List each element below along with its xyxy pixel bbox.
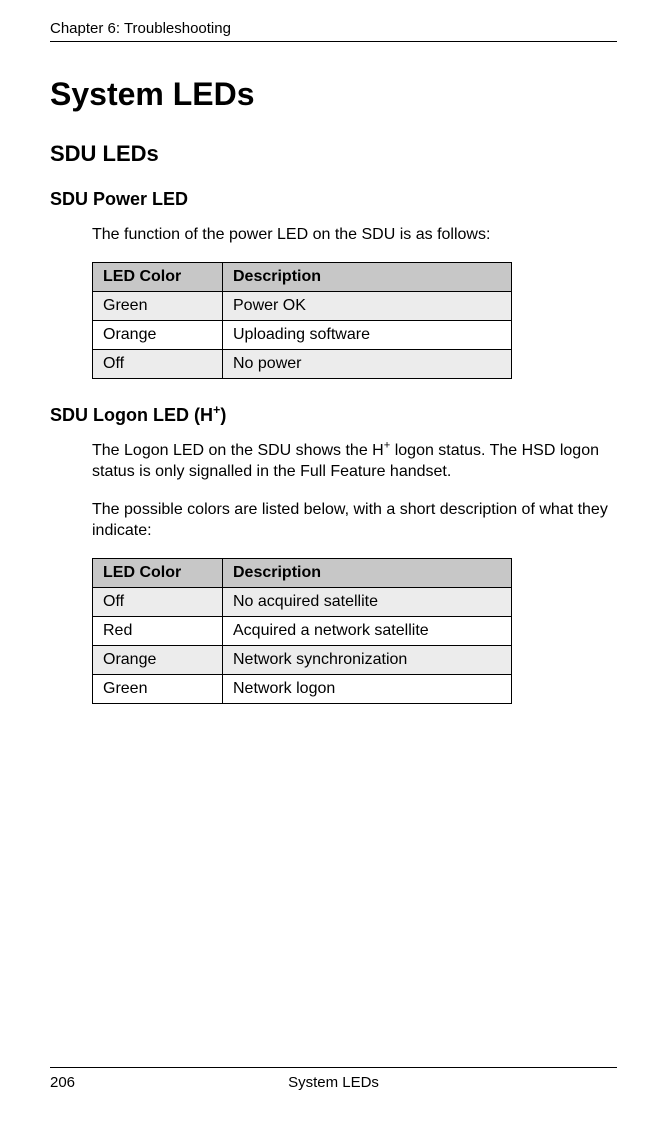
para-logon-intro-1: The Logon LED on the SDU shows the H+ lo… bbox=[92, 440, 617, 483]
table-row: Green Network logon bbox=[93, 674, 512, 703]
table-row: Off No power bbox=[93, 349, 512, 378]
cell-led-color: Red bbox=[93, 616, 223, 645]
table-header-row: LED Color Description bbox=[93, 262, 512, 291]
table-header-row: LED Color Description bbox=[93, 558, 512, 587]
page-footer: 206 System LEDs bbox=[50, 1067, 617, 1091]
heading-text-pre: SDU Logon LED (H bbox=[50, 405, 213, 425]
cell-description: Network synchronization bbox=[223, 645, 512, 674]
cell-description: Acquired a network satellite bbox=[223, 616, 512, 645]
para-power-intro: The function of the power LED on the SDU… bbox=[92, 224, 617, 246]
table-logon-led: LED Color Description Off No acquired sa… bbox=[92, 558, 512, 704]
table-row: Green Power OK bbox=[93, 291, 512, 320]
section-heading-sdu-leds: SDU LEDs bbox=[50, 141, 617, 167]
subheading-sdu-power-led: SDU Power LED bbox=[50, 189, 617, 210]
cell-led-color: Orange bbox=[93, 645, 223, 674]
cell-description: Power OK bbox=[223, 291, 512, 320]
heading-text-post: ) bbox=[220, 405, 226, 425]
subheading-sdu-logon-led: SDU Logon LED (H+) bbox=[50, 405, 617, 426]
page-title: System LEDs bbox=[50, 76, 617, 113]
para-logon-intro-2: The possible colors are listed below, wi… bbox=[92, 499, 617, 542]
table-row: Off No acquired satellite bbox=[93, 587, 512, 616]
para-text-pre: The Logon LED on the SDU shows the H bbox=[92, 442, 384, 459]
col-header-description: Description bbox=[223, 262, 512, 291]
cell-description: No power bbox=[223, 349, 512, 378]
table-row: Red Acquired a network satellite bbox=[93, 616, 512, 645]
cell-led-color: Off bbox=[93, 349, 223, 378]
running-header: Chapter 6: Troubleshooting bbox=[50, 20, 617, 42]
cell-description: Uploading software bbox=[223, 320, 512, 349]
cell-led-color: Orange bbox=[93, 320, 223, 349]
col-header-description: Description bbox=[223, 558, 512, 587]
table-row: Orange Network synchronization bbox=[93, 645, 512, 674]
table-power-led: LED Color Description Green Power OK Ora… bbox=[92, 262, 512, 379]
col-header-led-color: LED Color bbox=[93, 558, 223, 587]
cell-led-color: Green bbox=[93, 291, 223, 320]
cell-led-color: Off bbox=[93, 587, 223, 616]
cell-description: Network logon bbox=[223, 674, 512, 703]
col-header-led-color: LED Color bbox=[93, 262, 223, 291]
table-row: Orange Uploading software bbox=[93, 320, 512, 349]
cell-led-color: Green bbox=[93, 674, 223, 703]
footer-section-title: System LEDs bbox=[50, 1074, 617, 1091]
cell-description: No acquired satellite bbox=[223, 587, 512, 616]
